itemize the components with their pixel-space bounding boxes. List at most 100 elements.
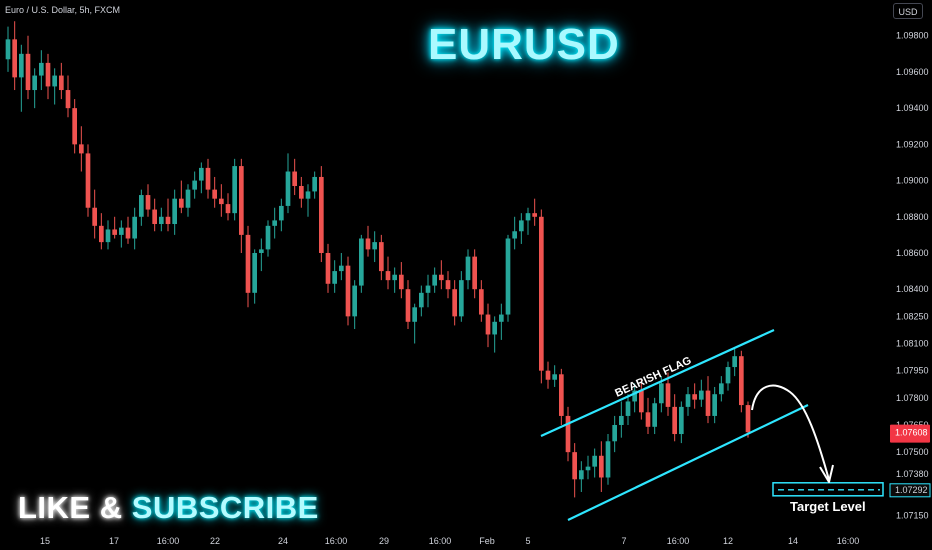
- candle-body: [159, 216, 164, 225]
- candle: [705, 376, 711, 424]
- candle: [312, 171, 317, 199]
- candle: [325, 243, 331, 293]
- candle: [345, 256, 351, 326]
- candle: [625, 394, 631, 425]
- candle-body: [152, 209, 157, 225]
- candle: [385, 256, 391, 290]
- candle-body: [405, 289, 411, 322]
- candle-body: [359, 238, 364, 286]
- candle-body: [305, 191, 311, 199]
- candle: [279, 198, 284, 232]
- candle: [219, 184, 224, 217]
- candle: [179, 180, 184, 214]
- candle: [505, 234, 511, 322]
- candle-body: [625, 401, 631, 416]
- candle-body: [45, 62, 51, 87]
- candle-body: [252, 252, 257, 293]
- candle-body: [232, 166, 237, 214]
- like-subscribe-banner: LIKE & SUBSCRIBE: [18, 490, 319, 526]
- target-price-tag: 1.07292: [889, 483, 931, 498]
- x-tick-label: 16:00: [667, 536, 690, 546]
- candle: [159, 207, 164, 232]
- candle-body: [139, 195, 144, 217]
- candle-body: [319, 176, 324, 253]
- candle-body: [112, 229, 117, 235]
- candle-body: [712, 394, 717, 416]
- candle: [225, 193, 231, 221]
- candle-body: [525, 213, 531, 221]
- y-tick-label: 1.07150: [896, 511, 929, 521]
- x-tick-label: 29: [379, 536, 389, 546]
- candle-body: [419, 292, 424, 308]
- candle: [519, 213, 524, 244]
- candle: [265, 220, 271, 257]
- candle-body: [72, 108, 77, 145]
- y-tick-label: 1.08250: [896, 311, 929, 321]
- candle-body: [272, 220, 277, 226]
- candle-body: [539, 216, 544, 371]
- x-tick-label: 5: [525, 536, 530, 546]
- candle: [12, 21, 17, 91]
- candle-body: [725, 367, 731, 384]
- candle-body: [579, 470, 584, 480]
- candle-body: [99, 225, 104, 243]
- candle-body: [239, 166, 244, 235]
- candle-body: [79, 144, 84, 154]
- candle-body: [699, 390, 704, 400]
- x-tick-label: 22: [210, 536, 220, 546]
- candle-body: [59, 75, 64, 91]
- candle: [599, 441, 604, 492]
- x-tick-label: 16:00: [325, 536, 348, 546]
- candle-body: [285, 171, 291, 206]
- candle: [272, 207, 277, 239]
- svg-text:1.07292: 1.07292: [895, 485, 928, 495]
- y-tick-label: 1.09000: [896, 176, 929, 186]
- candle: [692, 383, 697, 409]
- candle-body: [105, 229, 111, 243]
- candle: [532, 198, 537, 226]
- time-axis: 15 17 16:00 22 24 16:00 29 16:00 Feb 5 7 16:00 12 14 1…: [40, 536, 859, 546]
- svg-text:1.07608: 1.07608: [895, 428, 928, 438]
- candle: [259, 238, 264, 272]
- candle-body: [632, 390, 637, 402]
- candle: [379, 234, 384, 281]
- y-tick-label: 1.08600: [896, 248, 929, 258]
- subscribe-text: SUBSCRIBE: [131, 490, 319, 525]
- candle-body: [459, 280, 464, 317]
- candle-body: [705, 390, 711, 416]
- candle: [192, 171, 197, 199]
- candle-body: [145, 195, 151, 210]
- candle: [145, 184, 151, 217]
- candle-body: [592, 455, 597, 467]
- candles-layer: [5, 21, 751, 498]
- candle-body: [639, 390, 644, 413]
- candle-body: [165, 216, 171, 225]
- y-tick-label: 1.09600: [896, 67, 929, 77]
- candle-body: [65, 90, 71, 109]
- x-tick-label: Feb: [479, 536, 495, 546]
- candle: [539, 209, 544, 384]
- candle: [99, 213, 104, 250]
- candle: [305, 184, 311, 217]
- candle: [292, 158, 297, 196]
- candle: [485, 303, 491, 348]
- bearish-flag-label: BEARISH FLAG: [613, 355, 693, 400]
- candle-body: [472, 256, 477, 290]
- y-tick-label: 1.07380: [896, 469, 929, 479]
- y-tick-label: 1.09200: [896, 139, 929, 149]
- candle-body: [325, 252, 331, 284]
- candle-body: [545, 370, 551, 380]
- candle-body: [412, 307, 417, 322]
- candle-body: [432, 274, 437, 286]
- candle: [92, 189, 97, 239]
- candle: [172, 189, 177, 235]
- candle: [45, 53, 51, 100]
- candle: [205, 158, 211, 199]
- candle: [559, 368, 564, 425]
- symbol-label[interactable]: Euro / U.S. Dollar, 5h, FXCM: [5, 5, 121, 15]
- currency-button[interactable]: USD: [893, 3, 923, 19]
- candle-body: [485, 314, 491, 335]
- candle: [112, 216, 117, 239]
